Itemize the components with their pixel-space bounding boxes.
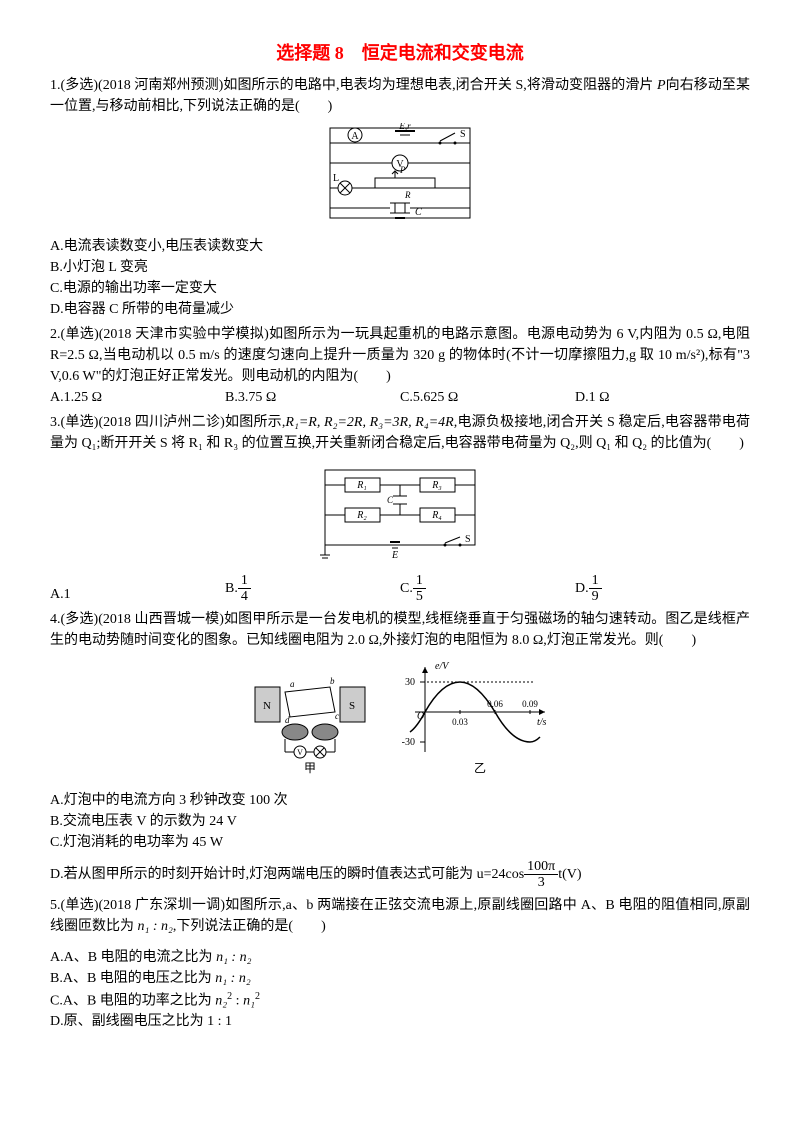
page-title: 选择题 8 恒定电流和交变电流 bbox=[50, 40, 750, 67]
q1-stem-part1: 1.(多选)(2018 河南郑州预测)如图所示的电路中,电表均为理想电表,闭合开… bbox=[50, 78, 657, 93]
svg-text:0.09: 0.09 bbox=[522, 699, 538, 709]
q2-option-a: A.1.25 Ω bbox=[50, 387, 225, 408]
question-2: 2.(单选)(2018 天津市实验中学模拟)如图所示为一玩具起重机的电路示意图。… bbox=[50, 324, 750, 408]
q2-option-b: B.3.75 Ω bbox=[225, 387, 400, 408]
q4-option-b: B.交流电压表 V 的示数为 24 V bbox=[50, 811, 750, 832]
svg-text:0.03: 0.03 bbox=[452, 717, 468, 727]
q3-options: A.1 B.14 C.15 D.19 bbox=[50, 573, 750, 605]
q1-option-d: D.电容器 C 所带的电荷量减少 bbox=[50, 299, 750, 320]
q4-option-c: C.灯泡消耗的电功率为 45 W bbox=[50, 832, 750, 853]
q2-option-d: D.1 Ω bbox=[575, 387, 750, 408]
q4-figure: N S a b c d V 甲 bbox=[50, 657, 750, 784]
q3-option-c: C.15 bbox=[400, 573, 575, 605]
question-5: 5.(单选)(2018 广东深圳一调)如图所示,a、b 两端接在正弦交流电源上,… bbox=[50, 895, 750, 1033]
svg-text:乙: 乙 bbox=[474, 761, 486, 775]
q3-stem: 3.(单选)(2018 四川泸州二诊)如图所示,R₁=R, R₂=2R, R₃=… bbox=[50, 412, 750, 454]
svg-text:R₁: R₁ bbox=[356, 480, 367, 491]
svg-text:c: c bbox=[335, 711, 339, 721]
question-1: 1.(多选)(2018 河南郑州预测)如图所示的电路中,电表均为理想电表,闭合开… bbox=[50, 75, 750, 320]
svg-text:R: R bbox=[404, 190, 411, 200]
q2-option-c: C.5.625 Ω bbox=[400, 387, 575, 408]
q1-var-P: P bbox=[657, 78, 666, 93]
q5-stem-part2: ,下列说法正确的是( ) bbox=[173, 919, 326, 934]
svg-text:0.06: 0.06 bbox=[487, 699, 503, 709]
q2-stem: 2.(单选)(2018 天津市实验中学模拟)如图所示为一玩具起重机的电路示意图。… bbox=[50, 324, 750, 387]
svg-text:e/V: e/V bbox=[435, 661, 450, 672]
q1-options: A.电流表读数变小,电压表读数变大 B.小灯泡 L 变亮 C.电源的输出功率一定… bbox=[50, 236, 750, 320]
q3-vars: R₁=R, R₂=2R, R₃=3R, R₄=4R, bbox=[285, 415, 457, 430]
svg-text:S: S bbox=[349, 700, 355, 712]
svg-text:C: C bbox=[387, 495, 394, 505]
svg-text:R₂: R₂ bbox=[356, 510, 367, 521]
q3-stem-part1: 3.(单选)(2018 四川泸州二诊)如图所示, bbox=[50, 415, 285, 430]
q2-options: A.1.25 Ω B.3.75 Ω C.5.625 Ω D.1 Ω bbox=[50, 387, 750, 408]
q5-ratio: n₁ : n₂ bbox=[138, 919, 173, 934]
q3-option-b: B.14 bbox=[225, 573, 400, 605]
q5-option-a: A.A、B 电阻的电流之比为 n₁ : n₂ bbox=[50, 947, 750, 968]
q1-stem: 1.(多选)(2018 河南郑州预测)如图所示的电路中,电表均为理想电表,闭合开… bbox=[50, 75, 750, 117]
q3-figure: R₁ R₃ R₂ R₄ C E S bbox=[50, 460, 750, 567]
svg-text:N: N bbox=[263, 700, 271, 712]
svg-text:R₄: R₄ bbox=[431, 510, 442, 521]
svg-text:R₃: R₃ bbox=[431, 480, 442, 491]
svg-text:C: C bbox=[415, 207, 422, 218]
q5-option-c: C.A、B 电阻的功率之比为 n₂2 : n₁2 bbox=[50, 989, 750, 1012]
q3-option-d: D.19 bbox=[575, 573, 750, 605]
q5-stem: 5.(单选)(2018 广东深圳一调)如图所示,a、b 两端接在正弦交流电源上,… bbox=[50, 895, 750, 937]
q1-option-a: A.电流表读数变小,电压表读数变大 bbox=[50, 236, 750, 257]
q4-options: A.灯泡中的电流方向 3 秒钟改变 100 次 B.交流电压表 V 的示数为 2… bbox=[50, 790, 750, 891]
svg-text:b: b bbox=[330, 676, 335, 686]
q4-option-a: A.灯泡中的电流方向 3 秒钟改变 100 次 bbox=[50, 790, 750, 811]
question-3: 3.(单选)(2018 四川泸州二诊)如图所示,R₁=R, R₂=2R, R₃=… bbox=[50, 412, 750, 605]
q5-options: A.A、B 电阻的电流之比为 n₁ : n₂ B.A、B 电阻的电压之比为 n₁… bbox=[50, 947, 750, 1033]
svg-text:-30: -30 bbox=[402, 737, 415, 748]
svg-text:E: E bbox=[391, 550, 398, 560]
q4-stem: 4.(多选)(2018 山西晋城一模)如图甲所示是一台发电机的模型,线框绕垂直于… bbox=[50, 609, 750, 651]
q1-figure: A E,r S V L P R C bbox=[50, 123, 750, 230]
svg-text:30: 30 bbox=[405, 677, 415, 688]
svg-text:V: V bbox=[297, 748, 303, 757]
q5-option-d: D.原、副线圈电压之比为 1 : 1 bbox=[50, 1011, 750, 1032]
q1-option-c: C.电源的输出功率一定变大 bbox=[50, 278, 750, 299]
svg-text:S: S bbox=[465, 534, 471, 545]
svg-text:t/s: t/s bbox=[537, 717, 547, 728]
q5-option-b: B.A、B 电阻的电压之比为 n₁ : n₂ bbox=[50, 968, 750, 989]
svg-text:甲: 甲 bbox=[304, 761, 316, 775]
question-4: 4.(多选)(2018 山西晋城一模)如图甲所示是一台发电机的模型,线框绕垂直于… bbox=[50, 609, 750, 891]
q4-option-d: D.若从图甲所示的时刻开始计时,灯泡两端电压的瞬时值表达式可能为 u=24cos… bbox=[50, 859, 750, 891]
svg-text:A: A bbox=[351, 131, 359, 142]
svg-text:E,r: E,r bbox=[398, 123, 411, 131]
svg-text:a: a bbox=[290, 679, 295, 689]
svg-text:L: L bbox=[333, 173, 339, 184]
svg-text:P: P bbox=[399, 165, 406, 175]
q3-option-a: A.1 bbox=[50, 584, 225, 605]
q1-option-b: B.小灯泡 L 变亮 bbox=[50, 257, 750, 278]
svg-text:d: d bbox=[285, 715, 290, 725]
svg-text:S: S bbox=[460, 129, 466, 140]
